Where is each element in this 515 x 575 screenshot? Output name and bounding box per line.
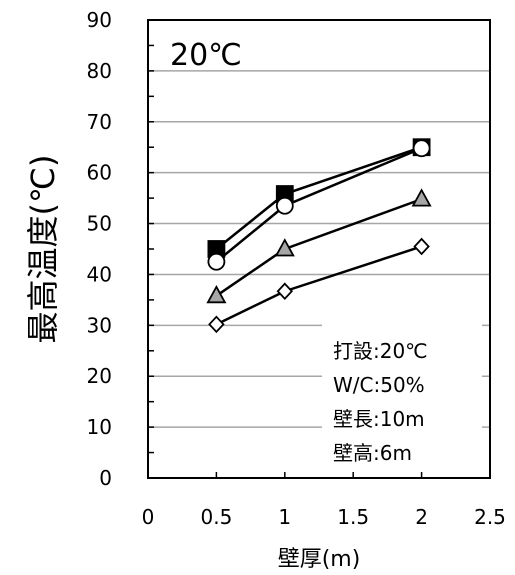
data-point-triangle bbox=[411, 188, 432, 207]
data-point-circle bbox=[207, 252, 226, 271]
data-point-triangle bbox=[206, 284, 227, 304]
y-tick-labels: 0 10 20 30 40 50 60 70 80 90 bbox=[87, 8, 112, 490]
series-line bbox=[215, 147, 423, 263]
plot-frame bbox=[147, 19, 491, 479]
y-tick-label: 60 bbox=[87, 161, 112, 185]
gridlines bbox=[148, 70, 490, 428]
y-tick-label: 10 bbox=[87, 415, 112, 439]
y-tick-label: 30 bbox=[87, 313, 112, 337]
x-tick-label: 0.5 bbox=[200, 505, 232, 529]
y-tick-label: 20 bbox=[87, 364, 112, 388]
data-point-diamond bbox=[413, 237, 430, 256]
y-tick-label: 50 bbox=[87, 212, 112, 236]
x-tick-label: 2 bbox=[415, 505, 428, 529]
annotation-line: 壁高:6m bbox=[333, 441, 412, 465]
y-axis-title: 最高温度(℃) bbox=[24, 155, 62, 344]
y-tick-label: 0 bbox=[99, 466, 112, 490]
data-point-triangle bbox=[274, 238, 295, 257]
x-tick-labels: 0 0.5 1 1.5 2 2.5 bbox=[142, 505, 506, 529]
y-tick-label: 90 bbox=[87, 8, 112, 32]
x-tick-label: 2.5 bbox=[474, 505, 506, 529]
series-layer bbox=[206, 138, 432, 334]
annotation-line: W/C:50% bbox=[333, 373, 425, 397]
series-line bbox=[215, 245, 422, 326]
annotation-line: 打設:20℃ bbox=[333, 339, 428, 363]
data-point-diamond bbox=[208, 315, 225, 334]
x-tick-label: 0 bbox=[142, 505, 155, 529]
data-point-diamond bbox=[276, 282, 294, 301]
data-point-circle bbox=[275, 196, 294, 215]
y-tick-label: 40 bbox=[87, 262, 112, 286]
y-tick-label: 70 bbox=[87, 110, 112, 134]
x-tick-label: 1.5 bbox=[337, 505, 369, 529]
x-axis-title: 壁厚(m) bbox=[278, 547, 361, 572]
x-tick-label: 1 bbox=[278, 505, 291, 529]
panel-label: 20℃ bbox=[170, 38, 242, 73]
annotation-box: 打設:20℃ W/C:50% 壁長:10m 壁高:6m bbox=[322, 322, 482, 470]
annotation-background bbox=[322, 322, 482, 470]
y-tick-label: 80 bbox=[87, 59, 112, 83]
annotation-line: 壁長:10m bbox=[333, 407, 425, 431]
data-point-circle bbox=[412, 139, 431, 158]
